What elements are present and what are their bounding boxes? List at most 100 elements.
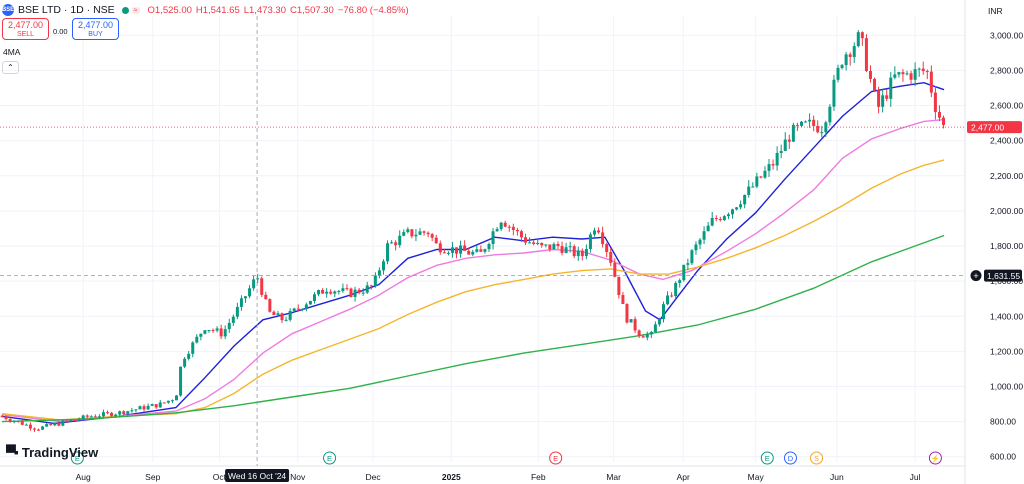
candle-body bbox=[446, 252, 450, 254]
bse-logo-icon: BSE bbox=[2, 4, 14, 16]
candle-body bbox=[532, 242, 536, 245]
candle-body bbox=[85, 415, 89, 417]
candle-body bbox=[394, 242, 398, 246]
event-marker[interactable]: D bbox=[783, 451, 797, 465]
candle-body bbox=[844, 54, 848, 66]
candle-body bbox=[649, 332, 653, 335]
add-alert-icon bbox=[970, 270, 982, 282]
event-marker[interactable]: S bbox=[810, 451, 824, 465]
candle-body bbox=[69, 419, 73, 422]
candle-body bbox=[706, 225, 710, 232]
candle-body bbox=[110, 412, 114, 417]
candle-body bbox=[487, 244, 491, 250]
crosshair-date-badge bbox=[225, 469, 290, 482]
event-marker[interactable]: E bbox=[760, 451, 774, 465]
candle-body bbox=[572, 246, 576, 257]
x-tick-label: Jul bbox=[910, 472, 921, 482]
candle-body bbox=[146, 405, 150, 410]
x-tick-label: Oct bbox=[213, 472, 227, 482]
buy-button[interactable]: 2,477.00 BUY bbox=[72, 18, 119, 40]
candle-body bbox=[231, 316, 235, 323]
buy-price: 2,477.00 bbox=[77, 20, 114, 30]
candle-body bbox=[820, 132, 824, 134]
event-marker-circle bbox=[323, 451, 337, 465]
candle-body bbox=[913, 69, 917, 80]
candle-body bbox=[24, 424, 28, 426]
y-tick-label: 1,200.00 bbox=[990, 346, 1023, 356]
candle-body bbox=[260, 278, 264, 295]
candle-body bbox=[479, 249, 483, 252]
candle-body bbox=[406, 229, 410, 233]
tradingview-logo: ▀▪ TradingView bbox=[6, 444, 98, 460]
high-value: H1,541.65 bbox=[195, 4, 240, 16]
y-tick-label: 2,200.00 bbox=[990, 171, 1023, 181]
indicator-label[interactable]: 4MA bbox=[3, 47, 21, 57]
event-marker-circle bbox=[810, 451, 824, 465]
open-value: O1,525.00 bbox=[147, 4, 192, 16]
candle-body bbox=[150, 404, 154, 406]
candle-body bbox=[942, 117, 946, 125]
candle-body bbox=[881, 95, 885, 107]
candle-body bbox=[848, 54, 852, 57]
candle-body bbox=[8, 419, 12, 422]
candle-body bbox=[755, 176, 759, 187]
candle-body bbox=[743, 194, 747, 205]
event-marker-label: E bbox=[327, 454, 332, 463]
candle-body bbox=[166, 400, 170, 403]
candle-body bbox=[219, 328, 223, 337]
candle-body bbox=[426, 232, 430, 235]
candle-body bbox=[89, 416, 93, 418]
x-tick-label: 2025 bbox=[442, 472, 461, 482]
candle-body bbox=[199, 333, 203, 337]
candle-body bbox=[808, 119, 812, 122]
moving-average-line bbox=[1, 118, 945, 423]
x-tick-label: Sep bbox=[145, 472, 160, 482]
candle-body bbox=[580, 250, 584, 257]
candle-body bbox=[32, 428, 36, 430]
candle-body bbox=[410, 229, 414, 237]
candle-body bbox=[828, 106, 832, 123]
event-marker-circle bbox=[549, 451, 563, 465]
candle-body bbox=[909, 73, 913, 80]
candle-body bbox=[694, 244, 698, 251]
candle-body bbox=[901, 72, 905, 75]
event-marker[interactable]: ⚡ bbox=[928, 451, 942, 465]
candle-body bbox=[203, 330, 207, 334]
candle-body bbox=[81, 415, 85, 420]
candle-body bbox=[106, 412, 110, 414]
x-tick-label: Jun bbox=[830, 472, 844, 482]
event-marker-circle bbox=[70, 451, 84, 465]
event-marker[interactable]: E bbox=[323, 451, 337, 465]
candle-body bbox=[877, 90, 881, 107]
collapse-indicators-icon[interactable]: ⌃ bbox=[2, 61, 19, 74]
candle-body bbox=[702, 231, 706, 240]
candle-body bbox=[873, 78, 877, 91]
event-marker[interactable]: E bbox=[70, 451, 84, 465]
candle-body bbox=[840, 65, 844, 68]
symbol-title[interactable]: BSE LTD · 1D · NSE bbox=[18, 4, 115, 16]
x-tick-label: Feb bbox=[531, 472, 546, 482]
candle-body bbox=[268, 299, 272, 312]
candle-body bbox=[49, 424, 53, 426]
candle-body bbox=[442, 252, 446, 254]
candle-body bbox=[300, 309, 304, 311]
sell-button[interactable]: 2,477.00 SELL bbox=[2, 18, 49, 40]
candle-body bbox=[540, 242, 544, 246]
candle-body bbox=[597, 230, 601, 233]
last-price-badge bbox=[967, 121, 1022, 134]
candle-body bbox=[787, 139, 791, 142]
candle-body bbox=[361, 292, 365, 294]
candle-body bbox=[138, 406, 142, 410]
candle-body bbox=[735, 207, 739, 210]
candle-body bbox=[556, 244, 560, 247]
candle-body bbox=[933, 92, 937, 112]
candle-body bbox=[0, 416, 4, 418]
candle-body bbox=[398, 235, 402, 246]
candle-body bbox=[804, 121, 808, 123]
event-marker[interactable]: E bbox=[549, 451, 563, 465]
candle-body bbox=[264, 294, 268, 300]
candle-body bbox=[662, 304, 665, 320]
currency-label[interactable]: INR bbox=[988, 6, 1003, 16]
candle-body bbox=[515, 229, 519, 232]
